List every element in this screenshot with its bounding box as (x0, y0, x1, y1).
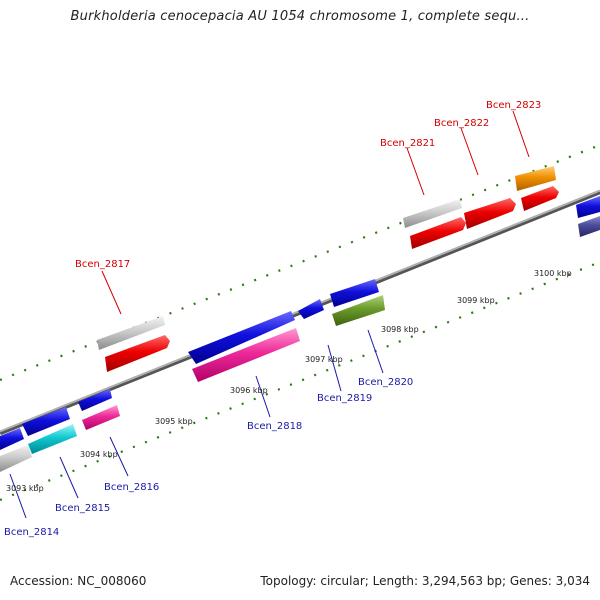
leader-line-bcen-2823 (512, 110, 530, 158)
gene-bcen-2817-group[interactable] (97, 316, 170, 372)
gene-bcen-2814-group[interactable] (0, 428, 32, 472)
gene-label-bcen-2822[interactable]: Bcen_2822 (434, 118, 489, 129)
gene-bcen-2815-arrow (28, 424, 77, 454)
gene-block-gray (403, 199, 462, 228)
gene-bcen-2820-block (332, 295, 385, 326)
reverse-scale-track (0, 260, 600, 502)
leader-line-bcen-2817 (101, 270, 122, 315)
scale-label-3097: 3097 kbp (305, 355, 343, 364)
gene-bcen-2821-arrow (410, 217, 466, 249)
leader-line-bcen-2819 (327, 344, 342, 392)
gene-bcen-2823-block (515, 166, 556, 191)
scale-label-3100: 3100 kbp (534, 269, 572, 278)
gene-bcen-2823-group[interactable] (515, 166, 559, 211)
gene-label-bcen-2816[interactable]: Bcen_2816 (104, 482, 159, 493)
gene-label-bcen-2818[interactable]: Bcen_2818 (247, 421, 302, 432)
gene-bcen-2816-arrow (82, 405, 120, 430)
gene-bcen-2818-arrow (192, 328, 300, 382)
leader-line-bcen-2818 (255, 375, 271, 418)
gene-red-arrow (521, 186, 559, 211)
gene-bcen-2814-block (0, 445, 32, 472)
gene-bcen-2816-group[interactable] (78, 389, 120, 430)
leader-line-bcen-2816 (109, 436, 129, 477)
gene-label-bcen-2817[interactable]: Bcen_2817 (75, 259, 130, 270)
leader-line-bcen-2821 (406, 147, 425, 196)
scale-label-3099: 3099 kbp (457, 296, 495, 305)
gene-label-bcen-2820[interactable]: Bcen_2820 (358, 377, 413, 388)
accession-label: Accession: NC_008060 (10, 574, 147, 588)
gene-blue-arrow (330, 279, 379, 307)
gene-right-edge-group[interactable] (576, 196, 600, 237)
gene-blue-arrow-mid (22, 407, 70, 436)
map-title: Burkholderia cenocepacia AU 1054 chromos… (70, 9, 530, 24)
leader-line-bcen-2815 (59, 456, 79, 499)
gene-blue-arrow-long (188, 311, 295, 364)
gene-block-gray (97, 316, 165, 350)
leader-line-bcen-2820 (367, 329, 384, 374)
gene-bcen-2817-arrow (105, 335, 170, 372)
leader-line-bcen-2822 (460, 127, 479, 176)
gene-label-bcen-2821[interactable]: Bcen_2821 (380, 138, 435, 149)
gene-bcen-2818-group[interactable] (188, 311, 300, 382)
scale-label-3098: 3098 kbp (381, 325, 419, 334)
gene-label-bcen-2819[interactable]: Bcen_2819 (317, 393, 372, 404)
gene-navy-block-edge (578, 216, 600, 237)
gene-bcen-2815-group[interactable] (22, 407, 77, 454)
gene-blue-arrow-edge (576, 196, 600, 218)
scale-label-3093: 3093 kbp (6, 484, 44, 493)
gene-bcen-2822-arrow (464, 198, 516, 229)
gene-blue-arrow-left (0, 428, 24, 450)
genome-stats-label: Topology: circular; Length: 3,294,563 bp… (260, 574, 590, 588)
gene-label-bcen-2815[interactable]: Bcen_2815 (55, 503, 110, 514)
gene-bcen-2820-group[interactable] (330, 279, 385, 326)
gene-bcen-2822-group[interactable] (464, 198, 516, 229)
scale-label-3094: 3094 kbp (80, 450, 118, 459)
gene-bcen-2819-arrow (298, 299, 324, 319)
gene-bcen-2821-group[interactable] (403, 199, 466, 249)
gene-bcen-2819-group[interactable] (298, 299, 324, 319)
gene-blue-arrow-small (78, 389, 112, 411)
gene-label-bcen-2814[interactable]: Bcen_2814 (4, 527, 59, 538)
leader-line-bcen-2814 (9, 473, 27, 519)
gene-label-bcen-2823[interactable]: Bcen_2823 (486, 100, 541, 111)
scale-label-3095: 3095 kbp (155, 417, 193, 426)
scale-label-3096: 3096 kbp (230, 386, 268, 395)
